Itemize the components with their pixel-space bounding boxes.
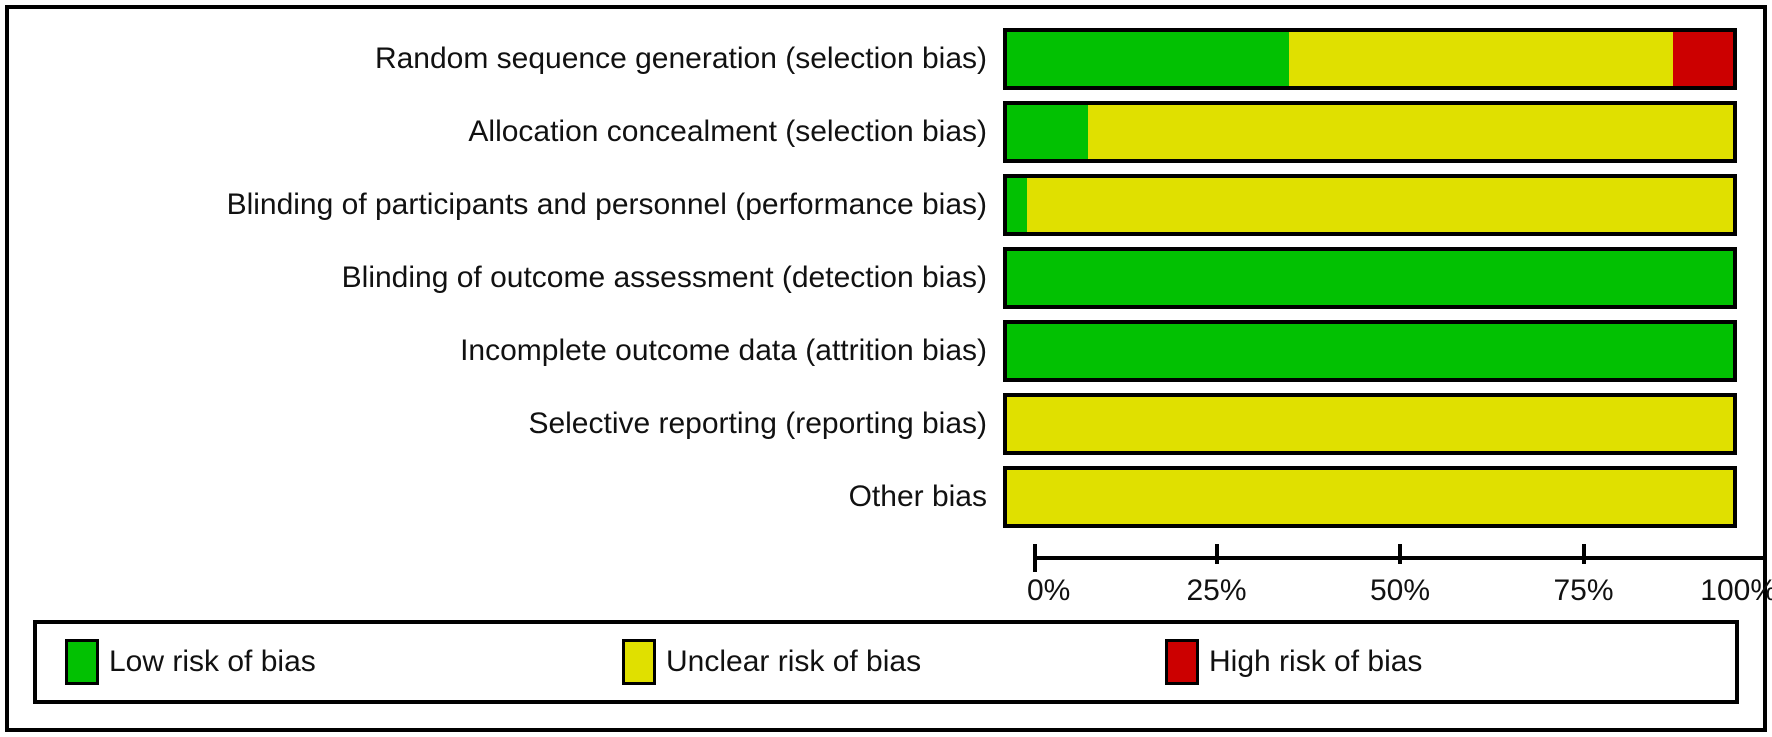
axis-tick-label: 25% — [1186, 574, 1247, 607]
legend-label: High risk of bias — [1209, 645, 1423, 678]
bar-segment-unclear — [1289, 32, 1673, 86]
chart-row: Selective reporting (reporting bias) — [30, 393, 1742, 455]
legend-swatch-high — [1165, 639, 1199, 685]
legend-box: Low risk of bias Unclear risk of bias High… — [33, 620, 1739, 704]
bar-segment-unclear — [1007, 397, 1733, 451]
bar-segment-low — [1007, 32, 1290, 86]
row-label: Other bias — [848, 480, 987, 513]
axis-tick-label: 0% — [1027, 574, 1071, 607]
axis-tick-label: 50% — [1369, 574, 1431, 607]
bar-segment-low — [1007, 324, 1733, 378]
legend-item: Low risk of bias — [65, 624, 316, 700]
bar-segment-low — [1007, 251, 1733, 305]
stacked-bar — [1003, 247, 1737, 309]
axis-tick — [1214, 544, 1219, 564]
row-label: Incomplete outcome data (attrition bias) — [460, 334, 987, 367]
row-label: Selective reporting (reporting bias) — [528, 407, 987, 440]
row-label: Allocation concealment (selection bias) — [468, 115, 987, 148]
legend-swatch-low — [65, 639, 99, 685]
row-label: Blinding of outcome assessment (detectio… — [341, 261, 987, 294]
chart-row: Incomplete outcome data (attrition bias) — [30, 320, 1742, 382]
bar-segment-low — [1007, 105, 1088, 159]
chart-row: Blinding of outcome assessment (detectio… — [30, 247, 1742, 309]
axis-tick — [1581, 544, 1586, 564]
chart-row: Allocation concealment (selection bias) — [30, 101, 1742, 163]
legend-label: Unclear risk of bias — [666, 645, 922, 678]
legend-swatch-unclear — [622, 639, 656, 685]
bar-segment-unclear — [1087, 105, 1733, 159]
stacked-bar — [1003, 466, 1737, 528]
legend-item: Unclear risk of bias — [622, 624, 921, 700]
legend-item: High risk of bias — [1165, 624, 1422, 700]
x-axis: 0% 25% 50% 75% 100% — [1027, 544, 1772, 614]
chart-row: Blinding of participants and personnel (… — [30, 174, 1742, 236]
legend-label: Low risk of bias — [109, 645, 316, 678]
stacked-bar — [1003, 320, 1737, 382]
axis-tick-label: 100% — [1700, 574, 1772, 607]
bar-segment-high — [1672, 32, 1733, 86]
chart-row: Random sequence generation (selection bi… — [30, 28, 1742, 90]
axis-tick — [1763, 544, 1767, 572]
stacked-bar — [1003, 174, 1737, 236]
bar-segment-unclear — [1027, 178, 1733, 232]
stacked-bar — [1003, 393, 1737, 455]
axis-tick — [1398, 544, 1402, 564]
chart-row: Other bias — [30, 466, 1742, 528]
row-label: Random sequence generation (selection bi… — [374, 42, 987, 75]
row-label: Blinding of participants and personnel (… — [226, 188, 987, 221]
axis-tick-label: 75% — [1553, 574, 1614, 607]
axis-tick — [1033, 544, 1037, 572]
stacked-bar — [1003, 28, 1737, 90]
bar-segment-low — [1007, 178, 1028, 232]
chart-rows: Random sequence generation (selection bi… — [30, 28, 1742, 539]
stacked-bar — [1003, 101, 1737, 163]
bar-segment-unclear — [1007, 470, 1733, 524]
